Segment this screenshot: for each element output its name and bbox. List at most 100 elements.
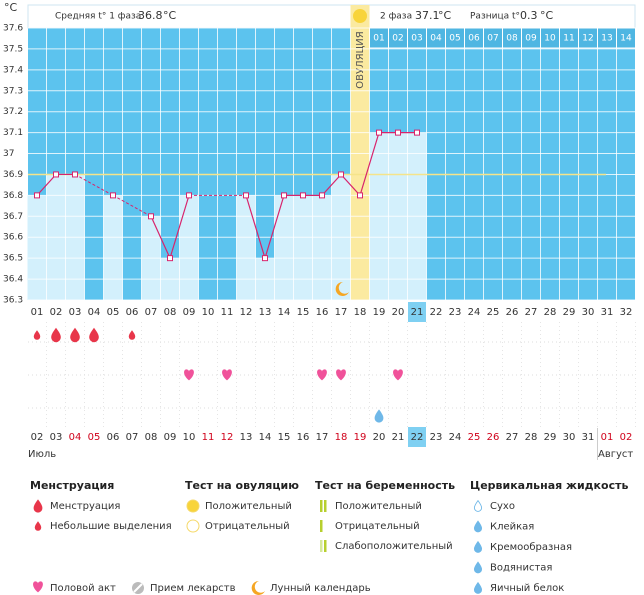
difference-label: Разница t°: [470, 12, 520, 22]
x-tick-label: 20: [392, 307, 405, 318]
menstruation-icon: [33, 330, 41, 340]
intercourse-icon: [222, 369, 232, 381]
legend-icon: [186, 499, 200, 513]
y-tick-label: 36.3: [3, 296, 23, 306]
temp-point: [414, 129, 420, 136]
temp-point: [262, 255, 268, 262]
post-day-label: 01: [373, 34, 384, 44]
legend-icon: [320, 500, 323, 512]
post-day-label: 10: [544, 34, 556, 44]
x-tick-label: 28: [544, 307, 557, 318]
x-tick-label: 15: [297, 307, 310, 318]
temp-point: [243, 192, 249, 199]
legend-icon: [324, 540, 327, 552]
temp-point: [319, 192, 325, 199]
legend-icon: [33, 499, 43, 513]
legend-icon: [186, 519, 200, 533]
y-tick-label: 36.9: [3, 170, 23, 180]
post-day-label: 13: [601, 34, 612, 44]
date-label: 15: [278, 432, 291, 443]
legend-label: Лунный календарь: [270, 583, 371, 594]
legend-icon: [473, 540, 483, 553]
x-tick-label: 04: [88, 307, 101, 318]
date-label: 27: [506, 432, 519, 443]
date-label: 02: [31, 432, 44, 443]
date-label: 26: [487, 432, 500, 443]
intercourse-icon: [393, 369, 403, 381]
x-tick-label: 09: [183, 307, 196, 318]
x-tick-label: 22: [430, 307, 443, 318]
menstruation-icon: [89, 327, 99, 343]
y-tick-label: 36.7: [3, 212, 23, 222]
legend-label: Отрицательный: [205, 521, 290, 532]
post-day-label: 12: [582, 34, 593, 44]
date-label: 14: [259, 432, 272, 443]
month-label: Июль: [28, 449, 56, 460]
intercourse-icon: [184, 369, 194, 381]
ovulation-column: [350, 5, 370, 300]
legend-icon: [133, 583, 143, 593]
legend-icon: [473, 499, 483, 512]
temp-point: [357, 192, 363, 199]
temp-point: [167, 255, 173, 262]
temp-bar: [293, 195, 313, 300]
temp-point: [300, 192, 306, 199]
intercourse-icon: [317, 369, 327, 381]
post-day-label: 11: [563, 34, 574, 44]
date-label: 09: [164, 432, 177, 443]
legend-title: Менструация: [30, 479, 114, 492]
date-label: 20: [373, 432, 386, 443]
temp-bar: [274, 195, 294, 300]
legend-label: Клейкая: [490, 522, 534, 533]
temp-point: [338, 171, 344, 178]
phase2-unit: °C: [438, 9, 452, 22]
x-tick-label: 11: [221, 307, 234, 318]
x-tick-label: 08: [164, 307, 177, 318]
date-label: 13: [240, 432, 253, 443]
temp-bar: [179, 195, 199, 300]
phase2-value: 37.1: [415, 9, 440, 22]
legend-icon: [320, 520, 323, 532]
x-tick-label: 16: [316, 307, 329, 318]
difference-value: 0.3: [520, 9, 538, 22]
temp-point: [281, 192, 287, 199]
x-tick-label: 14: [278, 307, 291, 318]
date-label: 06: [107, 432, 120, 443]
temp-point: [376, 129, 382, 136]
legend-label: Водянистая: [490, 563, 552, 574]
legend-label: Небольшие выделения: [50, 521, 172, 532]
date-label: 04: [69, 432, 82, 443]
date-label: 23: [430, 432, 443, 443]
legend-icon: [34, 521, 42, 531]
date-label: 30: [563, 432, 576, 443]
post-day-label: 05: [449, 34, 460, 44]
temp-bar: [312, 195, 332, 300]
x-tick-label: 01: [31, 307, 44, 318]
fluid-icon: [374, 409, 384, 423]
temp-point: [110, 192, 116, 199]
legend-title: Тест на беременность: [315, 479, 455, 492]
x-tick-label: 19: [373, 307, 386, 318]
post-day-label: 07: [487, 34, 498, 44]
date-label: 07: [126, 432, 139, 443]
x-tick-label: 13: [259, 307, 272, 318]
phase1-value: 36.8: [138, 9, 163, 22]
temp-bar: [27, 195, 47, 300]
legend-title: Тест на овуляцию: [185, 479, 299, 492]
y-tick-label: 36.8: [3, 191, 23, 201]
difference-unit: °C: [540, 9, 554, 22]
x-tick-label: 06: [126, 307, 139, 318]
x-tick-label: 25: [487, 307, 500, 318]
date-label: 03: [50, 432, 63, 443]
legend-label: Слабоположительный: [335, 541, 453, 552]
legend-icon: [473, 561, 483, 574]
intercourse-icon: [336, 369, 346, 381]
legend-label: Положительный: [335, 501, 422, 512]
legend-label: Яичный белок: [490, 583, 564, 594]
date-label: 05: [88, 432, 101, 443]
post-day-label: 09: [525, 34, 537, 44]
date-label: 29: [544, 432, 557, 443]
date-label: 22: [411, 432, 424, 443]
gap-connector: [112, 194, 152, 217]
